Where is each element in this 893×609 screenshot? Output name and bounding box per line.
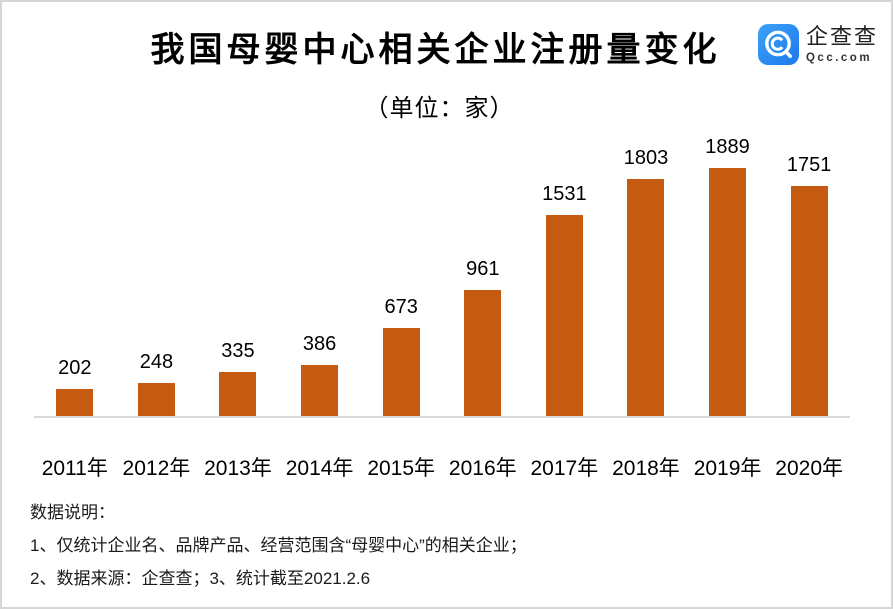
- qcc-logo-domain: Qcc.com: [805, 52, 873, 64]
- x-axis-label: 2013年: [204, 457, 272, 480]
- notes-heading: 数据说明：: [30, 503, 115, 522]
- bar-value-label: 961: [466, 258, 500, 280]
- bar-value-label: 1889: [705, 136, 750, 158]
- bar: [301, 365, 339, 416]
- x-axis-label: 2014年: [285, 457, 354, 480]
- x-axis-label: 2020年: [775, 457, 843, 480]
- bar-column: 961: [442, 258, 524, 416]
- bar: [382, 328, 420, 416]
- chart-title: 我国母婴中心相关企业注册量变化: [150, 31, 721, 69]
- bar: [709, 168, 747, 416]
- qcc-magnifier-icon: [757, 24, 799, 65]
- note-line: 2、数据来源：企查查；3、统计截至2021.2.6: [30, 569, 371, 588]
- bar-column: 1889: [687, 136, 769, 416]
- bar: [464, 290, 502, 416]
- bar-chart-plot-area: 202 248 335 386 673 961 1531 1803 1889 1751: [34, 130, 850, 418]
- bar-column: 1531: [524, 183, 606, 416]
- bar: [219, 372, 257, 416]
- x-axis-labels: 2011年 2012年 2013年 2014年 2015年 2016年 2017年 2018年…: [34, 452, 850, 482]
- qcc-logo: 企查查 Qcc.com: [757, 24, 878, 65]
- bar-column: 673: [360, 296, 442, 416]
- bar-column: 1751: [768, 154, 850, 416]
- x-axis-label: 2018年: [612, 457, 680, 480]
- bar-value-label: 202: [58, 357, 92, 379]
- bar-value-label: 1803: [623, 147, 669, 169]
- bar-value-label: 1531: [542, 183, 587, 205]
- bar-column: 1803: [605, 147, 687, 416]
- x-axis-label: 2012年: [122, 457, 191, 480]
- bar: [56, 389, 94, 416]
- bar-column: 248: [116, 351, 198, 416]
- chart-subtitle: （单位：家）: [364, 95, 515, 122]
- x-axis-label: 2019年: [693, 457, 762, 480]
- x-axis-label: 2017年: [530, 457, 599, 480]
- bar-column: 202: [34, 357, 116, 416]
- bar: [545, 215, 583, 416]
- note-line: 1、仅统计企业名、品牌产品、经营范围含“母婴中心”的相关企业；: [30, 536, 527, 555]
- bar: [790, 186, 828, 416]
- data-notes: 数据说明： 1、仅统计企业名、品牌产品、经营范围含“母婴中心”的相关企业； 2、…: [30, 496, 871, 595]
- bar: [137, 383, 175, 416]
- bar-value-label: 248: [139, 351, 174, 373]
- bar-value-label: 673: [384, 296, 418, 318]
- bar-column: 386: [279, 333, 361, 416]
- x-axis-label: 2015年: [367, 457, 436, 480]
- bar-column: 335: [197, 340, 279, 416]
- bar-value-label: 335: [221, 340, 255, 362]
- x-axis-label: 2011年: [41, 457, 108, 480]
- x-axis-label: 2016年: [448, 457, 517, 480]
- qcc-logo-text: 企查查 Qcc.com: [806, 24, 878, 65]
- qcc-logo-name: 企查查: [805, 24, 878, 49]
- bar-value-label: 386: [302, 333, 337, 355]
- bar: [627, 179, 665, 416]
- bar-value-label: 1751: [786, 154, 832, 176]
